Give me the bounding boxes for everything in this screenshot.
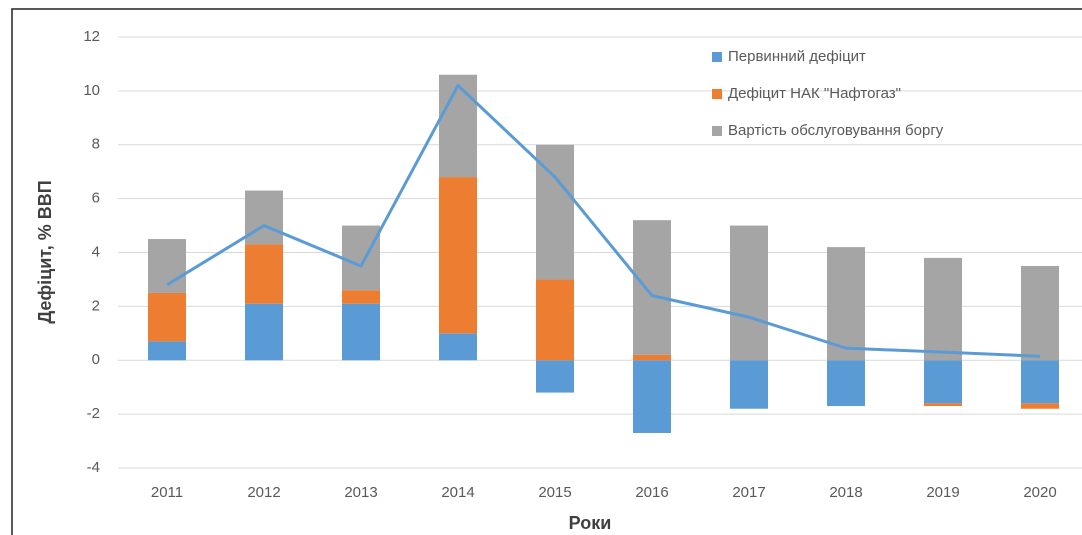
legend-swatch	[712, 52, 722, 62]
y-axis-title: Дефіцит, % ВВП	[35, 180, 55, 323]
bar-segment	[342, 303, 380, 361]
y-tick-label: 8	[92, 136, 100, 153]
bar-segment	[245, 303, 283, 361]
bar-segment	[148, 341, 186, 361]
bar-segment	[730, 225, 768, 361]
bar-segment	[924, 360, 962, 404]
total-line	[166, 83, 1041, 358]
x-tick-label: 2019	[926, 484, 959, 501]
x-tick-label: 2020	[1023, 484, 1056, 501]
x-tick-label: 2012	[247, 484, 280, 501]
bar-segment	[1021, 403, 1059, 409]
bar-segment	[536, 279, 574, 361]
bar-segment	[633, 354, 671, 361]
bar-segment	[439, 74, 477, 178]
bar-segment	[536, 360, 574, 393]
y-tick-label: -4	[87, 459, 100, 476]
bar-segment	[245, 190, 283, 245]
y-tick-label: 12	[83, 28, 100, 45]
legend-label: Дефіцит НАК "Нафтогаз"	[728, 85, 901, 102]
y-tick-label: 0	[92, 351, 100, 368]
y-tick-label: -2	[87, 405, 100, 422]
bar-segment	[1021, 360, 1059, 404]
bar-segment	[924, 257, 962, 361]
bar-segment	[439, 333, 477, 361]
y-tick-label: 4	[92, 243, 100, 260]
bar-segment	[1021, 265, 1059, 361]
x-tick-label: 2017	[732, 484, 765, 501]
x-tick-label: 2018	[829, 484, 862, 501]
y-tick-label: 6	[92, 190, 100, 207]
x-tick-label: 2015	[538, 484, 571, 501]
x-tick-label: 2014	[441, 484, 474, 501]
bar-segment	[342, 290, 380, 304]
legend-label: Вартість обслуговування боргу	[728, 122, 944, 139]
bar-segment	[924, 403, 962, 407]
bar-segment	[827, 360, 865, 407]
y-tick-label: 2	[92, 297, 100, 314]
legend-swatch	[712, 126, 722, 136]
bar-segment	[633, 360, 671, 433]
legend-label: Первинний дефіцит	[728, 48, 866, 65]
bar-segment	[245, 244, 283, 304]
bar-segment	[536, 144, 574, 280]
bar-segment	[633, 220, 671, 355]
x-tick-label: 2011	[151, 484, 183, 501]
bar-segment	[148, 292, 186, 342]
bar-segment	[730, 360, 768, 409]
bar-segment	[827, 247, 865, 361]
bar-segment	[439, 177, 477, 334]
x-tick-label: 2016	[635, 484, 668, 501]
bar-segment	[342, 225, 380, 291]
legend-swatch	[712, 89, 722, 99]
x-tick-label: 2013	[344, 484, 377, 501]
y-tick-label: 10	[83, 82, 100, 99]
x-axis-title: Роки	[569, 513, 612, 533]
